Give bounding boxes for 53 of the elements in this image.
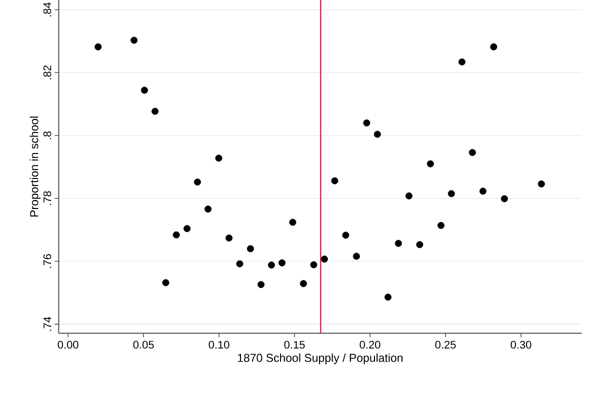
point — [458, 58, 466, 66]
point — [289, 218, 296, 226]
point — [416, 241, 424, 248]
point — [94, 43, 102, 50]
point — [448, 190, 455, 198]
point — [194, 178, 201, 186]
point — [130, 36, 138, 44]
point — [538, 180, 545, 188]
point — [490, 43, 498, 50]
x-tick-label: 0.20 — [360, 340, 380, 349]
x-tick-label: 0.25 — [435, 340, 456, 349]
point — [405, 192, 412, 200]
x-axis-title: 1870 School Supply / Population — [238, 353, 403, 364]
point — [278, 259, 286, 266]
y-tick-label: .82 — [43, 66, 52, 80]
point — [426, 160, 434, 168]
point — [352, 252, 360, 260]
point — [162, 279, 170, 286]
y-tick-label: .78 — [43, 191, 52, 206]
point — [258, 281, 265, 288]
point — [468, 148, 476, 156]
point — [394, 240, 402, 247]
point — [226, 234, 233, 242]
point — [479, 188, 486, 195]
x-tick-label: 0.15 — [284, 340, 305, 349]
point — [246, 245, 254, 252]
point — [184, 225, 191, 232]
point — [204, 206, 212, 213]
point — [300, 280, 307, 288]
y-tick-label: .76 — [43, 254, 52, 268]
point — [172, 231, 180, 238]
point — [236, 260, 244, 268]
point — [374, 130, 381, 138]
point — [215, 154, 222, 162]
point — [342, 232, 350, 239]
point — [384, 294, 392, 301]
point — [363, 119, 370, 126]
y-axis-title: Proportion in school — [30, 116, 41, 217]
point — [268, 262, 275, 269]
x-tick-label: 0.10 — [208, 340, 230, 349]
point — [437, 222, 444, 229]
point — [320, 256, 328, 263]
point — [152, 108, 159, 115]
y-tick-label: .74 — [44, 316, 52, 331]
point — [331, 177, 338, 184]
x-tick-label: 0.30 — [510, 340, 532, 349]
point — [500, 195, 508, 202]
point — [140, 86, 148, 94]
point — [310, 261, 318, 268]
x-tick-label: 0.00 — [58, 340, 78, 349]
x-tick-label: 0.05 — [133, 340, 154, 349]
y-tick-label: .8 — [43, 131, 52, 140]
y-tick-label: .84 — [43, 2, 52, 16]
